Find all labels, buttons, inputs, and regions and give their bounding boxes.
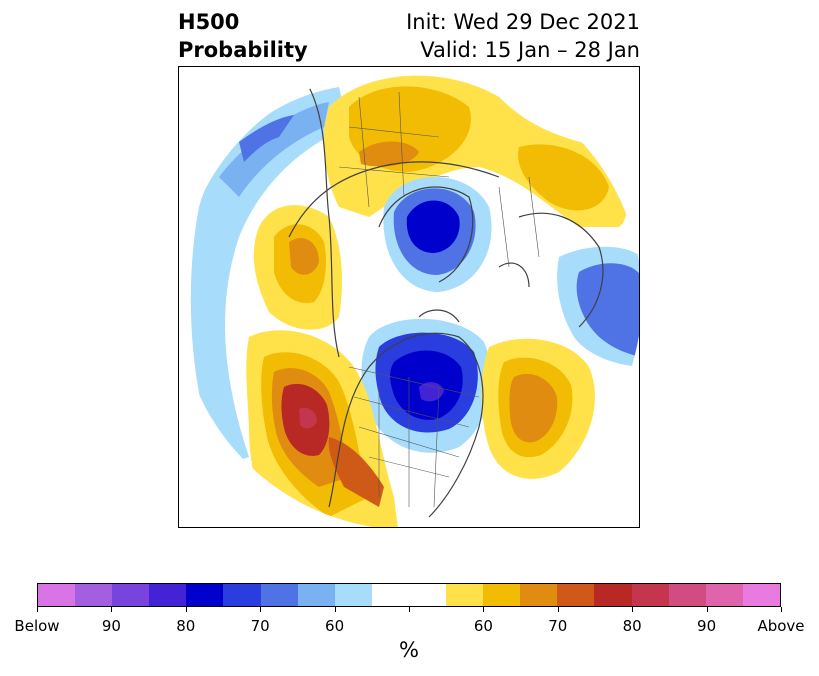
chart-title: H500 Probability [178,8,308,64]
probability-map [178,66,640,528]
colorbar-tick-mark [185,607,187,612]
init-date: Init: Wed 29 Dec 2021 [406,10,640,34]
ridge-europe-orange [518,144,609,211]
low-arctic-core [406,200,460,253]
colorbar-segment [371,584,409,606]
ridge-asia-core [289,238,319,275]
colorbar-segment [186,584,224,606]
ridge-westna-core [299,407,317,429]
colorbar-segment [149,584,187,606]
colorbar-segment [520,584,558,606]
low-europe-blue [576,263,639,357]
title-line-2: Probability [178,38,308,62]
colorbar [37,583,781,607]
colorbar-tick-label: 90 [697,617,717,635]
colorbar-segment [408,584,447,606]
colorbar-segment [112,584,150,606]
colorbar-tick-label: 80 [622,617,642,635]
colorbar-tick-label: 90 [101,617,121,635]
colorbar-segment [75,584,113,606]
colorbar-tick-mark [409,607,410,612]
ridge-westna-southwest [328,437,384,507]
ridge-siberia-core [359,141,419,167]
ridge-atlantic-core [509,373,558,443]
colorbar-segment [631,584,669,606]
colorbar-segment [260,584,298,606]
low-namerica-center [419,382,444,402]
colorbar-tick-mark [37,607,38,612]
map-canvas [179,67,639,527]
colorbar-segment [223,584,261,606]
colorbar-tick-mark [781,607,782,612]
colorbar-segment [446,584,484,606]
colorbar-tick-label: Above [757,617,805,635]
colorbar-segment [334,584,372,606]
colorbar-tick-label: 70 [548,617,568,635]
colorbar-tick-mark [706,607,708,612]
borders [338,91,540,508]
colorbar-segment [297,584,335,606]
colorbar-tick-label: Below [14,617,60,635]
colorbar-tick-mark [334,607,336,612]
colorbar-tick-label: 60 [473,617,493,635]
colorbar-segment [557,584,595,606]
colorbar-tick-mark [632,607,634,612]
colorbar-segment [594,584,632,606]
colorbar-tick-label: 60 [325,617,345,635]
colorbar-label: % [399,638,419,662]
colorbar-tick-mark [111,607,113,612]
valid-range: Valid: 15 Jan – 28 Jan [420,38,640,62]
colorbar-tick-label: 80 [176,617,196,635]
colorbar-tick-label: 70 [250,617,270,635]
colorbar-segment [742,584,780,606]
colorbar-segment [705,584,743,606]
colorbar-tick-mark [260,607,262,612]
colorbar-segment [483,584,521,606]
blue-region-pacific-core [219,102,329,197]
colorbar-tick-mark [557,607,559,612]
date-info: Init: Wed 29 Dec 2021 Valid: 15 Jan – 28… [406,8,640,64]
colorbar-tick-mark [483,607,485,612]
colorbar-segment [668,584,706,606]
coastlines [288,86,604,518]
colorbar-segment [38,584,76,606]
blue-region-pacific-inner [239,115,294,162]
title-line-1: H500 [178,10,240,34]
